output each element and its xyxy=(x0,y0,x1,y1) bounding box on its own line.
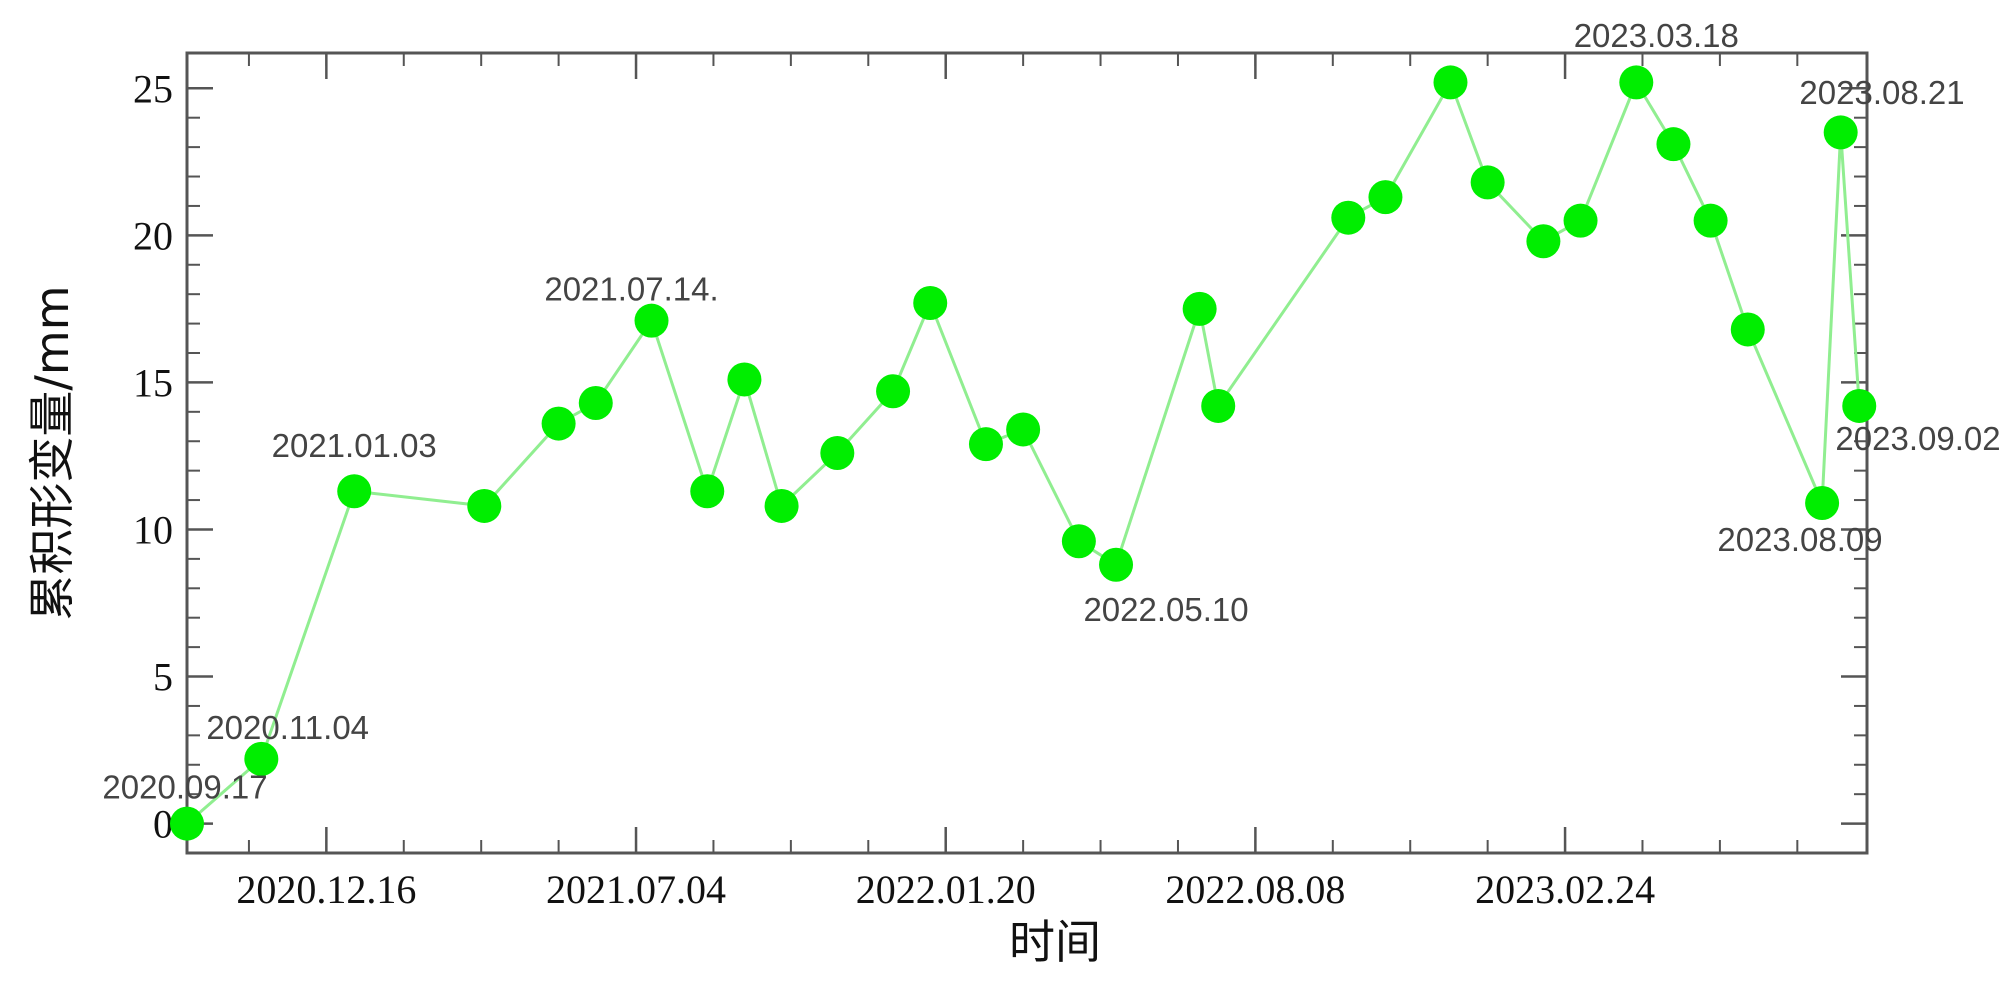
data-point xyxy=(1842,388,1877,423)
y-tick-labels: 0 5 10 15 20 25 xyxy=(133,66,173,846)
data-point xyxy=(1526,224,1561,259)
y-tick-label: 0 xyxy=(153,802,173,847)
data-point xyxy=(1730,312,1765,347)
data-point xyxy=(1201,388,1236,423)
data-point xyxy=(1656,127,1691,162)
x-tick-label: 2021.07.04 xyxy=(546,867,726,912)
data-point xyxy=(244,741,279,776)
date-annotation: 2023.09.02 xyxy=(1835,420,2000,457)
data-point xyxy=(968,427,1003,462)
y-tick-label: 25 xyxy=(133,66,173,111)
x-tick-label: 2023.02.24 xyxy=(1475,867,1655,912)
series-layer xyxy=(170,65,1877,841)
x-tick-label: 2020.12.16 xyxy=(236,867,416,912)
x-axis-title: 时间 xyxy=(1009,915,1101,969)
date-annotation: 2023.08.09 xyxy=(1717,521,1882,558)
data-point xyxy=(690,474,725,509)
x-tick-labels: 2020.12.16 2021.07.04 2022.01.20 2022.08.08… xyxy=(236,867,1655,912)
data-point xyxy=(1368,180,1403,215)
data-point xyxy=(1061,524,1096,559)
x-tick-label: 2022.08.08 xyxy=(1165,867,1345,912)
data-point xyxy=(467,488,502,523)
data-point xyxy=(1331,200,1366,235)
data-point xyxy=(634,303,669,338)
x-tick-label: 2022.01.20 xyxy=(856,867,1036,912)
y-tick-label: 5 xyxy=(153,655,173,700)
y-tick-label: 20 xyxy=(133,213,173,258)
data-point xyxy=(1182,291,1217,326)
data-point xyxy=(337,474,372,509)
y-axis-title: 累积形变量/mm xyxy=(25,285,79,620)
date-annotation: 2020.09.17 xyxy=(102,769,267,806)
date-annotation: 2020.11.04 xyxy=(206,709,369,746)
date-annotation: 2021.07.14. xyxy=(544,271,718,308)
y-tick-label: 10 xyxy=(133,507,173,552)
data-point xyxy=(1805,486,1840,520)
data-point xyxy=(1470,165,1505,200)
data-point xyxy=(913,286,948,320)
date-annotation: 2021.01.03 xyxy=(272,427,437,464)
data-point xyxy=(578,386,613,420)
date-annotation: 2023.08.21 xyxy=(1799,74,1964,111)
data-point xyxy=(764,488,799,523)
y-tick-label: 15 xyxy=(133,360,173,405)
data-point xyxy=(1433,65,1468,100)
data-point xyxy=(1619,65,1654,100)
data-point xyxy=(820,436,855,470)
data-point xyxy=(727,362,762,397)
data-point xyxy=(541,406,576,441)
data-point xyxy=(1823,115,1858,150)
data-point xyxy=(876,374,911,409)
data-point xyxy=(170,806,204,841)
plot-frame xyxy=(185,51,1869,855)
data-point xyxy=(1006,412,1041,447)
annotations: 2020.09.17 2020.11.04 2021.01.03 2021.07.14… xyxy=(102,17,2000,806)
data-point xyxy=(1099,547,1134,582)
axis-ticks xyxy=(187,53,1867,853)
date-annotation: 2022.05.10 xyxy=(1083,591,1248,628)
date-annotation: 2023.03.18 xyxy=(1574,17,1739,54)
data-point xyxy=(1563,203,1598,238)
data-point xyxy=(1693,203,1728,238)
